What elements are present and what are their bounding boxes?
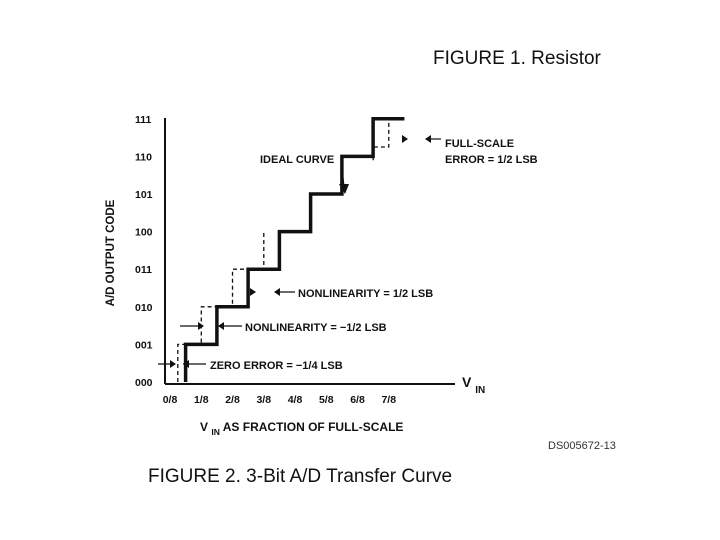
nonlinearity-neg-arrow-left	[218, 322, 224, 330]
ideal-curve-leader	[341, 167, 345, 188]
x-axis-label-rest: AS FRACTION OF FULL-SCALE	[223, 420, 404, 434]
axis-end-label-sub: IN	[475, 385, 485, 396]
x-tick-label: 4/8	[288, 394, 303, 406]
x-tick-label: 5/8	[319, 394, 334, 406]
x-tick-label: 0/8	[163, 394, 178, 406]
dashed-error-curve-1	[177, 231, 265, 382]
document-number: DS005672-13	[548, 440, 616, 452]
x-tick-label: 1/8	[194, 394, 209, 406]
y-tick-label: 101	[135, 189, 153, 201]
curves-layer	[177, 117, 405, 382]
y-tick-label: 111	[135, 114, 152, 126]
zero-error-arrow-right	[170, 360, 176, 368]
y-tick-label: 000	[135, 377, 153, 389]
full-scale-label-1: FULL-SCALE	[445, 138, 514, 150]
x-axis-label-sub: IN	[211, 427, 220, 437]
zero-error-label: ZERO ERROR = −1/4 LSB	[210, 360, 343, 372]
nonlinearity-neg-arrow-right	[198, 322, 204, 330]
dashed-error-curve-2	[372, 122, 390, 161]
full-scale-arrow-right	[425, 135, 431, 143]
y-tick-label: 110	[135, 151, 152, 163]
axis-end-label: V IN	[462, 374, 485, 396]
x-tick-label: 3/8	[256, 394, 271, 406]
nonlinearity-neg-label: NONLINEARITY = −1/2 LSB	[245, 322, 387, 334]
x-tick-label: 7/8	[381, 394, 396, 406]
nonlinearity-pos-arrow-left	[250, 288, 256, 296]
axis-end-label-main: V	[462, 374, 472, 390]
full-scale-label-2: ERROR = 1/2 LSB	[445, 154, 538, 166]
y-tick-label: 100	[135, 227, 153, 239]
y-tick-label: 001	[135, 339, 153, 351]
x-axis-label-main: V	[200, 420, 208, 434]
ideal-transfer-curve	[183, 117, 405, 382]
annotations: IDEAL CURVE FULL-SCALE ERROR = 1/2 LSB N…	[158, 135, 538, 372]
figure1-caption: FIGURE 1. Resistor	[433, 48, 601, 69]
nonlinearity-pos-arrow-right	[274, 288, 280, 296]
x-tick-label: 2/8	[225, 394, 240, 406]
y-tick-label: 010	[135, 302, 153, 314]
x-axis-label: V IN AS FRACTION OF FULL-SCALE	[200, 420, 403, 438]
nonlinearity-pos-label: NONLINEARITY = 1/2 LSB	[298, 288, 433, 300]
y-tick-label: 011	[135, 264, 152, 276]
ideal-curve-arrow	[339, 184, 349, 194]
y-axis-label: A/D OUTPUT CODE	[105, 199, 117, 306]
full-scale-arrow-left	[402, 135, 408, 143]
x-tick-label: 6/8	[350, 394, 365, 406]
ideal-curve-label: IDEAL CURVE	[260, 154, 334, 166]
ticks-layer: 111 110 101 100 011 010 001 000 0/8 1/8 2/8 3/8 4/8 5…	[135, 114, 396, 406]
figure2-caption: FIGURE 2. 3-Bit A/D Transfer Curve	[148, 466, 453, 487]
zero-error-arrow-left	[183, 360, 189, 368]
